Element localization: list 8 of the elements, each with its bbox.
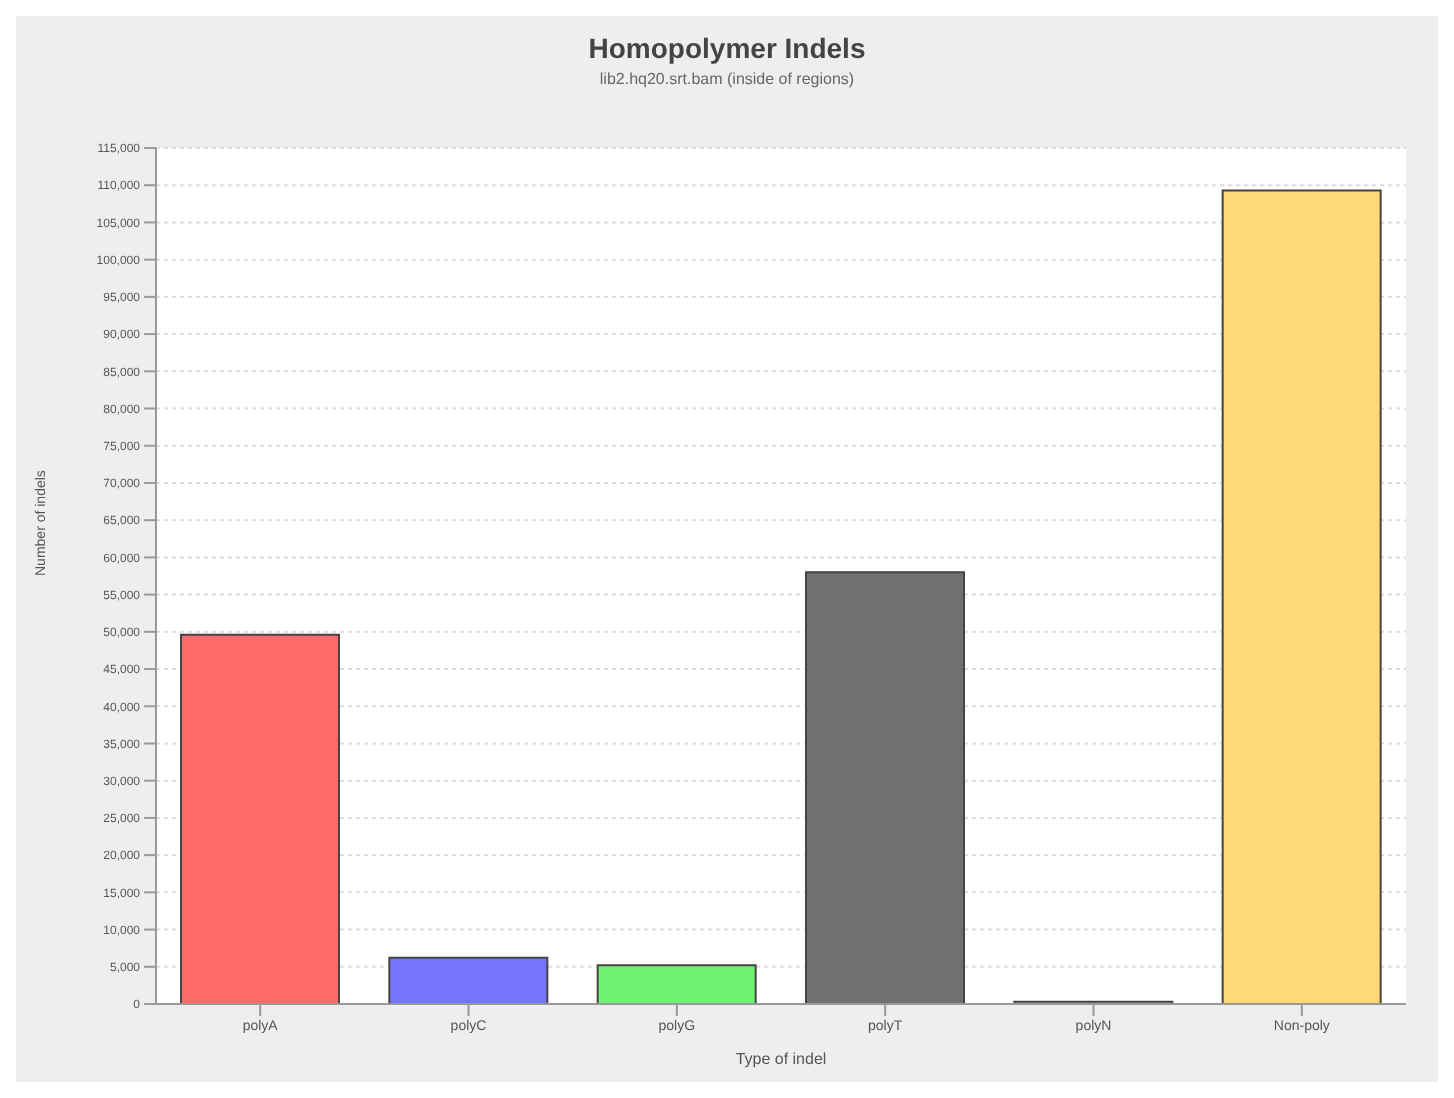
- bar: [388, 956, 549, 1004]
- chart-subtitle: lib2.hq20.srt.bam (inside of regions): [597, 70, 857, 88]
- x-axis-title: Type of indel: [735, 1050, 827, 1068]
- bar: [596, 964, 757, 1004]
- bar: [1221, 189, 1382, 1004]
- chart-title: Homopolymer Indels: [586, 32, 868, 64]
- bar: [180, 633, 340, 1004]
- bar: [805, 571, 965, 1004]
